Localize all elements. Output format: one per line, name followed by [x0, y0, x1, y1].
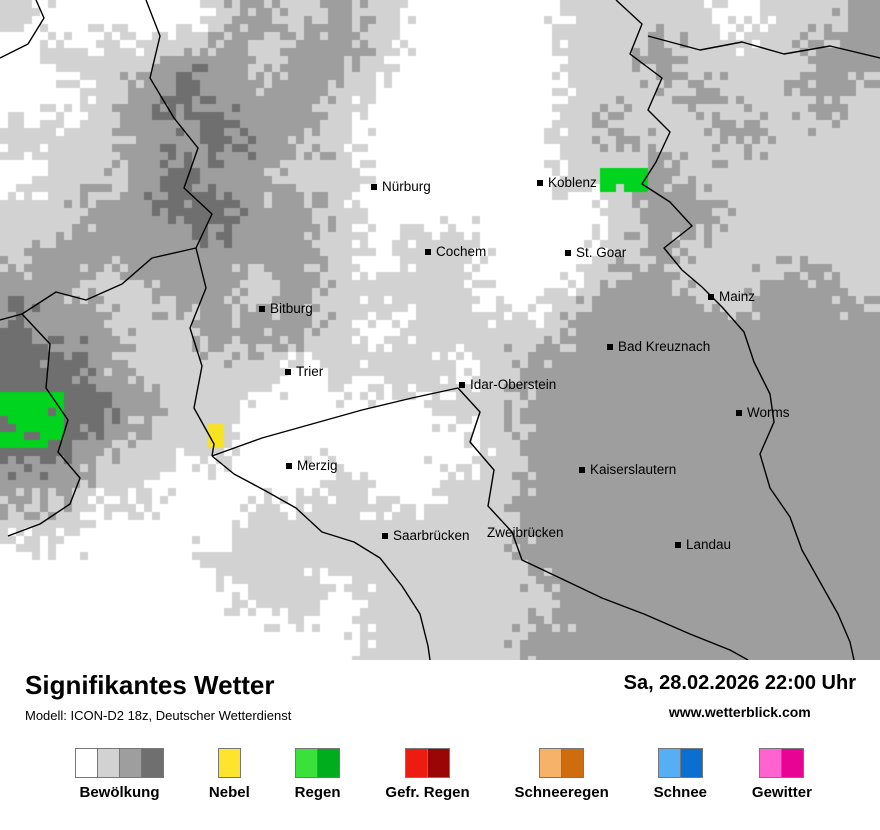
- legend-label: Gefr. Regen: [385, 784, 470, 801]
- legend: Bewölkung Nebel Regen Gefr. Regen Schneerege…: [75, 748, 812, 801]
- legend-swatch: [317, 748, 341, 778]
- legend-swatches: [752, 748, 812, 778]
- city-label: Kaiserslautern: [590, 462, 677, 477]
- legend-swatch: [295, 748, 319, 778]
- legend-swatches: [654, 748, 707, 778]
- city-label: Mainz: [719, 289, 756, 304]
- legend-group-gewitter: Gewitter: [752, 748, 812, 801]
- legend-group-bewoelkung: Bewölkung: [75, 748, 164, 801]
- city-dot: [579, 467, 585, 473]
- city-dot: [425, 249, 431, 255]
- legend-label: Schnee: [653, 784, 708, 801]
- city-label: Landau: [686, 537, 732, 552]
- city-label: Idar-Oberstein: [470, 377, 557, 392]
- legend-swatch: [119, 748, 142, 778]
- legend-swatch: [759, 748, 783, 778]
- city-dot: [382, 533, 388, 539]
- legend-swatch: [405, 748, 429, 778]
- city-label: Worms: [747, 405, 790, 420]
- city-label: Merzig: [297, 458, 338, 473]
- city-layer: Nürburg Koblenz Cochem St. Goar Mainz Bitburg…: [259, 175, 790, 552]
- legend-group-nebel: Nebel: [209, 748, 250, 801]
- footer-left: Signifikantes Wetter Modell: ICON-D2 18z…: [25, 670, 291, 723]
- legend-swatch: [539, 748, 563, 778]
- city-dot: [537, 180, 543, 186]
- legend-label: Schneeregen: [514, 784, 609, 801]
- city-label: Trier: [296, 364, 324, 379]
- legend-swatch: [141, 748, 164, 778]
- city-label: Bad Kreuznach: [618, 339, 711, 354]
- legend-swatch: [97, 748, 120, 778]
- city-dot: [259, 306, 265, 312]
- city-label: Zweibrücken: [487, 525, 564, 540]
- model-info: Modell: ICON-D2 18z, Deutscher Wetterdie…: [25, 708, 292, 723]
- city-dot: [286, 463, 292, 469]
- city-dot: [371, 184, 377, 190]
- weather-map: Nürburg Koblenz Cochem St. Goar Mainz Bitburg…: [0, 0, 880, 660]
- city-dot: [675, 542, 681, 548]
- city-dot: [708, 294, 714, 300]
- legend-group-regen: Regen: [295, 748, 341, 801]
- legend-swatch: [217, 748, 241, 778]
- forecast-datetime: Sa, 28.02.2026 22:00 Uhr: [623, 672, 856, 694]
- footer-right: Sa, 28.02.2026 22:00 Uhr www.wetterblick…: [624, 672, 856, 720]
- legend-swatch: [657, 748, 681, 778]
- legend-group-gefr-regen: Gefr. Regen: [385, 748, 470, 801]
- legend-label: Bewölkung: [79, 784, 160, 801]
- city-dot: [565, 250, 571, 256]
- footer: Signifikantes Wetter Modell: ICON-D2 18z…: [0, 660, 880, 830]
- city-label: Koblenz: [548, 175, 597, 190]
- legend-label: Nebel: [208, 784, 250, 801]
- legend-swatches: [209, 748, 250, 778]
- city-label: Nürburg: [382, 179, 431, 194]
- page-title: Signifikantes Wetter: [25, 670, 275, 700]
- legend-swatches: [295, 748, 341, 778]
- city-label: Bitburg: [270, 301, 313, 316]
- city-dot: [736, 410, 742, 416]
- legend-group-schnee: Schnee: [654, 748, 707, 801]
- legend-label: Gewitter: [751, 784, 812, 801]
- legend-swatches: [75, 748, 164, 778]
- footer-header: Signifikantes Wetter Modell: ICON-D2 18z…: [25, 670, 856, 723]
- city-label: Saarbrücken: [393, 528, 470, 543]
- city-dot: [459, 382, 465, 388]
- city-label: Cochem: [436, 244, 487, 259]
- website-url: www.wetterblick.com: [668, 704, 811, 720]
- legend-swatches: [385, 748, 469, 778]
- legend-swatches: [515, 748, 609, 778]
- city-label: St. Goar: [576, 245, 627, 260]
- legend-label: Regen: [294, 784, 341, 801]
- legend-group-schneeregen: Schneeregen: [515, 748, 609, 801]
- legend-swatch: [781, 748, 805, 778]
- city-dot: [607, 344, 613, 350]
- legend-swatch: [679, 748, 703, 778]
- legend-swatch: [427, 748, 451, 778]
- legend-swatch: [75, 748, 98, 778]
- legend-swatch: [561, 748, 585, 778]
- city-dot: [285, 369, 291, 375]
